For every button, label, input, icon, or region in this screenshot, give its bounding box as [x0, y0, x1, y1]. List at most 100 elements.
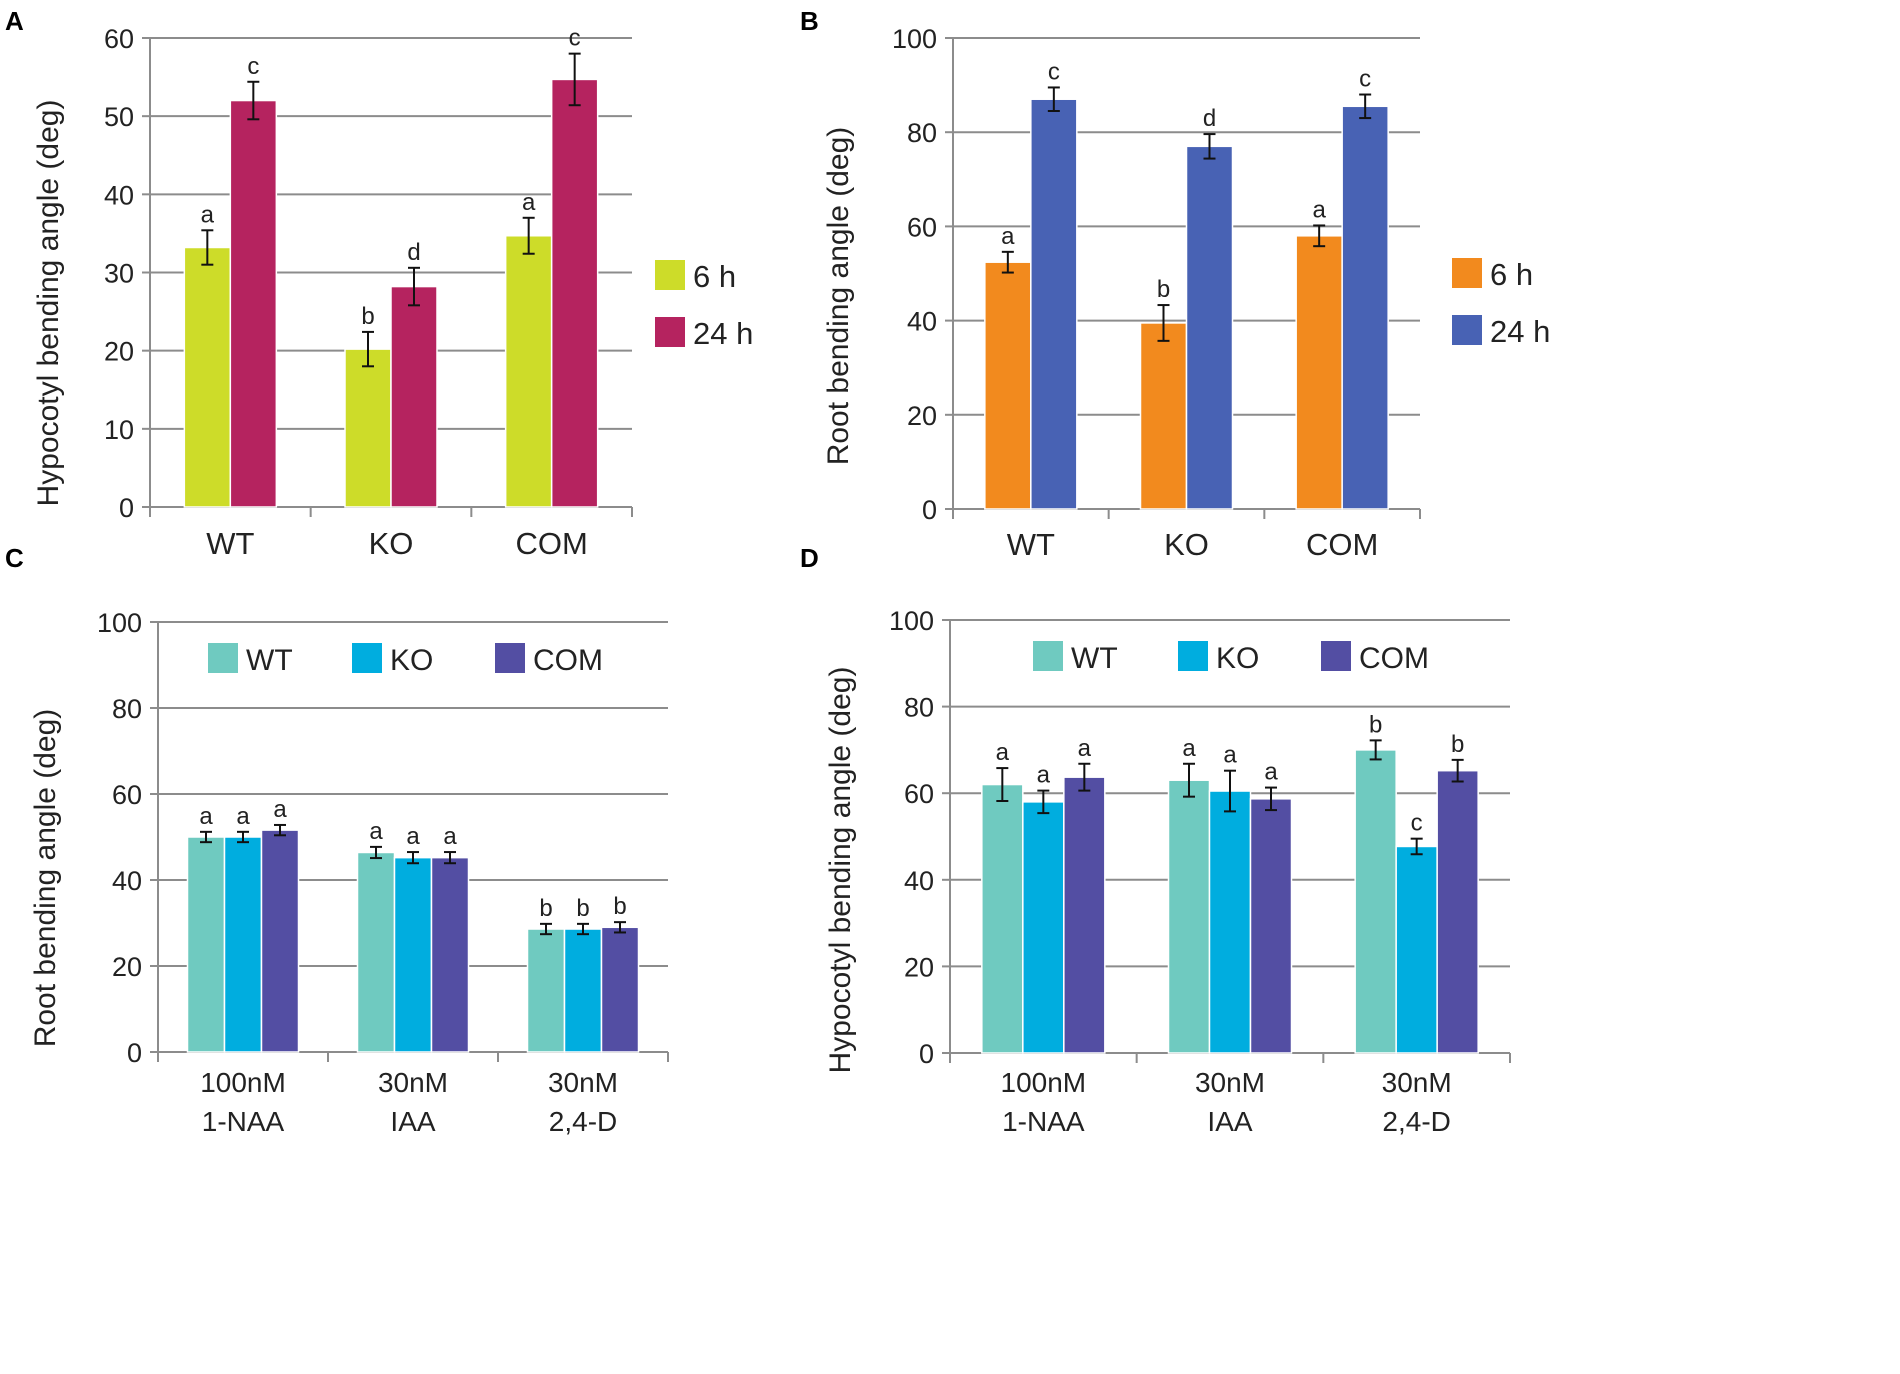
- y-tick-label: 60: [904, 779, 934, 809]
- significance-letter: a: [1312, 196, 1326, 223]
- x-tick-label: 100nM: [1001, 1067, 1087, 1098]
- significance-letter: a: [406, 823, 420, 850]
- legend-label: 6 h: [1490, 257, 1533, 292]
- significance-letter: b: [1451, 731, 1464, 758]
- bar-com: [1436, 769, 1479, 1054]
- significance-letter: d: [1203, 105, 1216, 132]
- bar-24-h: [1341, 105, 1389, 510]
- bar-6-h: [1139, 322, 1188, 510]
- significance-letter: c: [569, 25, 581, 52]
- significance-letter: a: [1078, 735, 1092, 762]
- y-axis-label: Root bending angle (deg): [822, 127, 855, 466]
- legend-swatch: [655, 260, 685, 290]
- bar-24-h: [1185, 145, 1234, 510]
- significance-letter: b: [576, 895, 589, 922]
- panel-tag: D: [800, 543, 819, 573]
- bar-wt: [1167, 779, 1211, 1054]
- significance-letter: a: [273, 796, 287, 823]
- panel-tag: C: [5, 543, 24, 573]
- legend-swatch: [1321, 641, 1351, 671]
- x-tick-label: IAA: [1207, 1106, 1252, 1137]
- bar-ko: [1022, 801, 1065, 1054]
- y-tick-label: 60: [907, 212, 937, 242]
- significance-letter: b: [539, 895, 552, 922]
- significance-letter: b: [1157, 276, 1170, 303]
- x-tick-label: 100nM: [200, 1067, 286, 1098]
- y-tick-label: 100: [892, 24, 937, 54]
- panel-tag: A: [5, 6, 24, 36]
- bar-24-h: [1030, 98, 1078, 510]
- legend-swatch: [352, 643, 382, 673]
- bar-ko: [1208, 790, 1252, 1054]
- x-tick-label: COM: [1306, 527, 1378, 562]
- significance-letter: c: [1359, 66, 1371, 93]
- y-tick-label: 50: [104, 102, 134, 132]
- y-tick-label: 100: [889, 606, 934, 636]
- y-tick-label: 20: [907, 401, 937, 431]
- bar-wt: [186, 836, 226, 1053]
- x-tick-label: IAA: [390, 1106, 435, 1137]
- significance-letter: a: [1223, 742, 1237, 769]
- significance-letter: a: [201, 201, 215, 228]
- significance-letter: c: [247, 53, 259, 80]
- bar-wt: [981, 783, 1024, 1054]
- legend-label: 24 h: [1490, 314, 1550, 349]
- x-tick-label: WT: [1007, 527, 1055, 562]
- bar-6-h: [984, 261, 1032, 510]
- legend-label: WT: [246, 644, 293, 677]
- x-tick-label: 30nM: [1382, 1067, 1452, 1098]
- y-tick-label: 40: [904, 866, 934, 896]
- significance-letter: b: [361, 303, 374, 330]
- bar-6-h: [504, 235, 553, 508]
- y-tick-label: 0: [127, 1038, 142, 1068]
- panel-a: A 0 10 20 30 40 50 60 Hypocotyl bending angle (d…: [5, 6, 753, 561]
- y-tick-label: 30: [104, 259, 134, 289]
- significance-letter: b: [613, 893, 626, 920]
- y-tick-label: 40: [112, 866, 142, 896]
- x-tick-label: WT: [206, 526, 254, 561]
- significance-letter: a: [1264, 759, 1278, 786]
- significance-letter: a: [1001, 223, 1015, 250]
- y-tick-label: 60: [112, 780, 142, 810]
- y-tick-label: 20: [112, 952, 142, 982]
- legend-label: COM: [1359, 642, 1429, 675]
- y-tick-label: 60: [104, 24, 134, 54]
- legend-label: COM: [533, 644, 603, 677]
- bar-6-h: [344, 348, 392, 508]
- significance-letter: a: [522, 189, 536, 216]
- y-tick-label: 40: [907, 307, 937, 337]
- bar-wt: [356, 851, 396, 1053]
- legend-swatch: [1452, 315, 1482, 345]
- legend-swatch: [208, 643, 238, 673]
- bar-wt: [526, 928, 566, 1053]
- legend-swatch: [655, 317, 685, 347]
- x-tick-label: 30nM: [548, 1067, 618, 1098]
- y-tick-label: 100: [97, 608, 142, 638]
- x-tick-label: KO: [369, 526, 414, 561]
- x-tick-label: 2,4-D: [549, 1106, 617, 1137]
- bar-com: [1249, 798, 1293, 1054]
- panel-tag: B: [800, 6, 819, 36]
- significance-letter: a: [236, 803, 250, 830]
- significance-letter: c: [1048, 58, 1060, 85]
- significance-letter: a: [369, 818, 383, 845]
- y-axis-label: Root bending angle (deg): [29, 709, 62, 1048]
- panel-b: B 0 20 40 60 80 100 Root bending angle (deg) a c W…: [800, 6, 1550, 562]
- x-tick-label: 2,4-D: [1382, 1106, 1450, 1137]
- y-tick-label: 80: [907, 118, 937, 148]
- significance-letter: a: [199, 803, 213, 830]
- y-tick-label: 20: [104, 337, 134, 367]
- bar-com: [260, 829, 300, 1053]
- y-axis-label: Hypocotyl bending angle (deg): [824, 667, 857, 1074]
- bar-6-h: [1295, 235, 1343, 510]
- legend-swatch: [1033, 641, 1063, 671]
- bar-ko: [223, 836, 263, 1053]
- x-tick-label: 30nM: [378, 1067, 448, 1098]
- y-tick-label: 0: [922, 495, 937, 525]
- x-tick-label: 1-NAA: [1002, 1106, 1085, 1137]
- bar-com: [600, 926, 640, 1053]
- significance-letter: a: [443, 823, 457, 850]
- significance-letter: d: [407, 239, 420, 266]
